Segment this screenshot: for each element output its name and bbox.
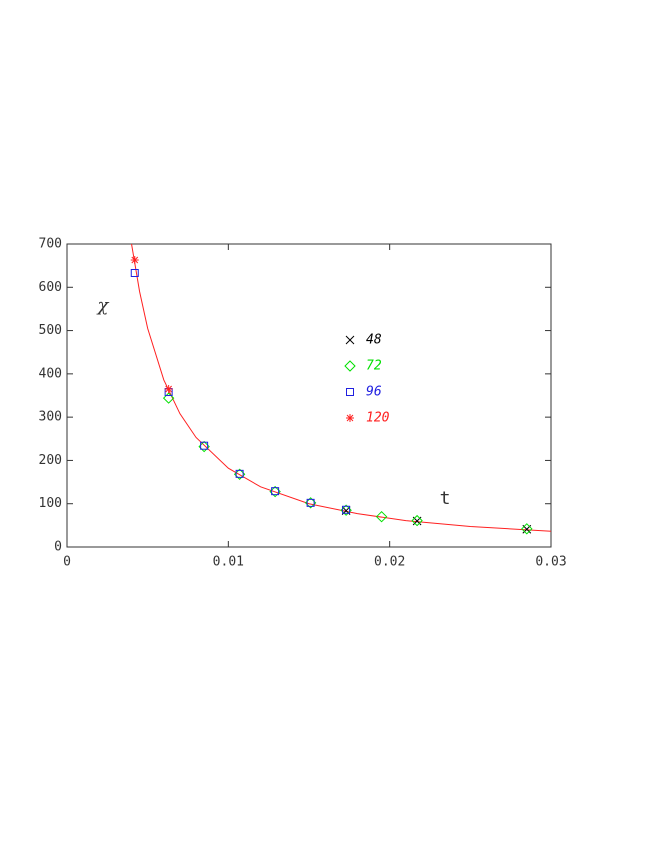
x-tick-label: 0.01 [213,555,244,570]
point [200,441,209,450]
point-shape [200,441,209,450]
point [375,510,388,523]
legend-marker [346,388,354,396]
point-shape [271,487,280,496]
y-tick-label: 100 [39,496,62,511]
legend-label: 48 [366,333,382,348]
point [342,505,351,514]
y-tick-label: 400 [39,366,62,381]
legend-marker-shape [346,388,354,396]
y-axis-label: χ [96,295,110,316]
point-shape [375,510,388,523]
legend-marker-stroke [346,414,354,422]
point-shape [521,523,533,535]
fit-curve [131,243,552,532]
point-shape [235,469,244,478]
x-tick-label: 0.03 [535,555,566,570]
legend-marker-shape [344,360,356,372]
legend-marker [345,335,355,345]
point [162,392,175,404]
point-shape [411,514,423,527]
point-stroke [131,256,139,264]
point-shape [306,498,315,507]
point-shape [162,392,175,404]
legend-marker [346,414,354,422]
y-tick-label: 600 [39,280,62,295]
point [411,514,423,527]
point-stroke [165,385,172,393]
point [235,469,244,478]
y-tick-label: 700 [39,237,62,252]
point [271,487,280,496]
point [130,256,139,265]
legend-label: 72 [366,359,382,374]
point [306,498,315,507]
y-tick-label: 300 [39,410,62,425]
y-tick-label: 200 [39,453,62,468]
point-shape [342,505,351,514]
plot-frame [66,243,552,548]
y-tick-label: 0 [54,540,62,555]
x-axis-label: t [440,488,451,509]
x-tick-label: 0 [63,555,71,570]
point [521,523,533,535]
x-tick-label: 0.02 [374,555,405,570]
legend-label: 120 [366,411,390,426]
point [164,385,173,394]
point [130,269,139,278]
y-tick-label: 500 [39,323,62,338]
legend-marker [344,360,356,372]
legend-label: 96 [366,385,382,400]
point-shape [130,269,139,278]
legend-marker-stroke [345,335,355,345]
